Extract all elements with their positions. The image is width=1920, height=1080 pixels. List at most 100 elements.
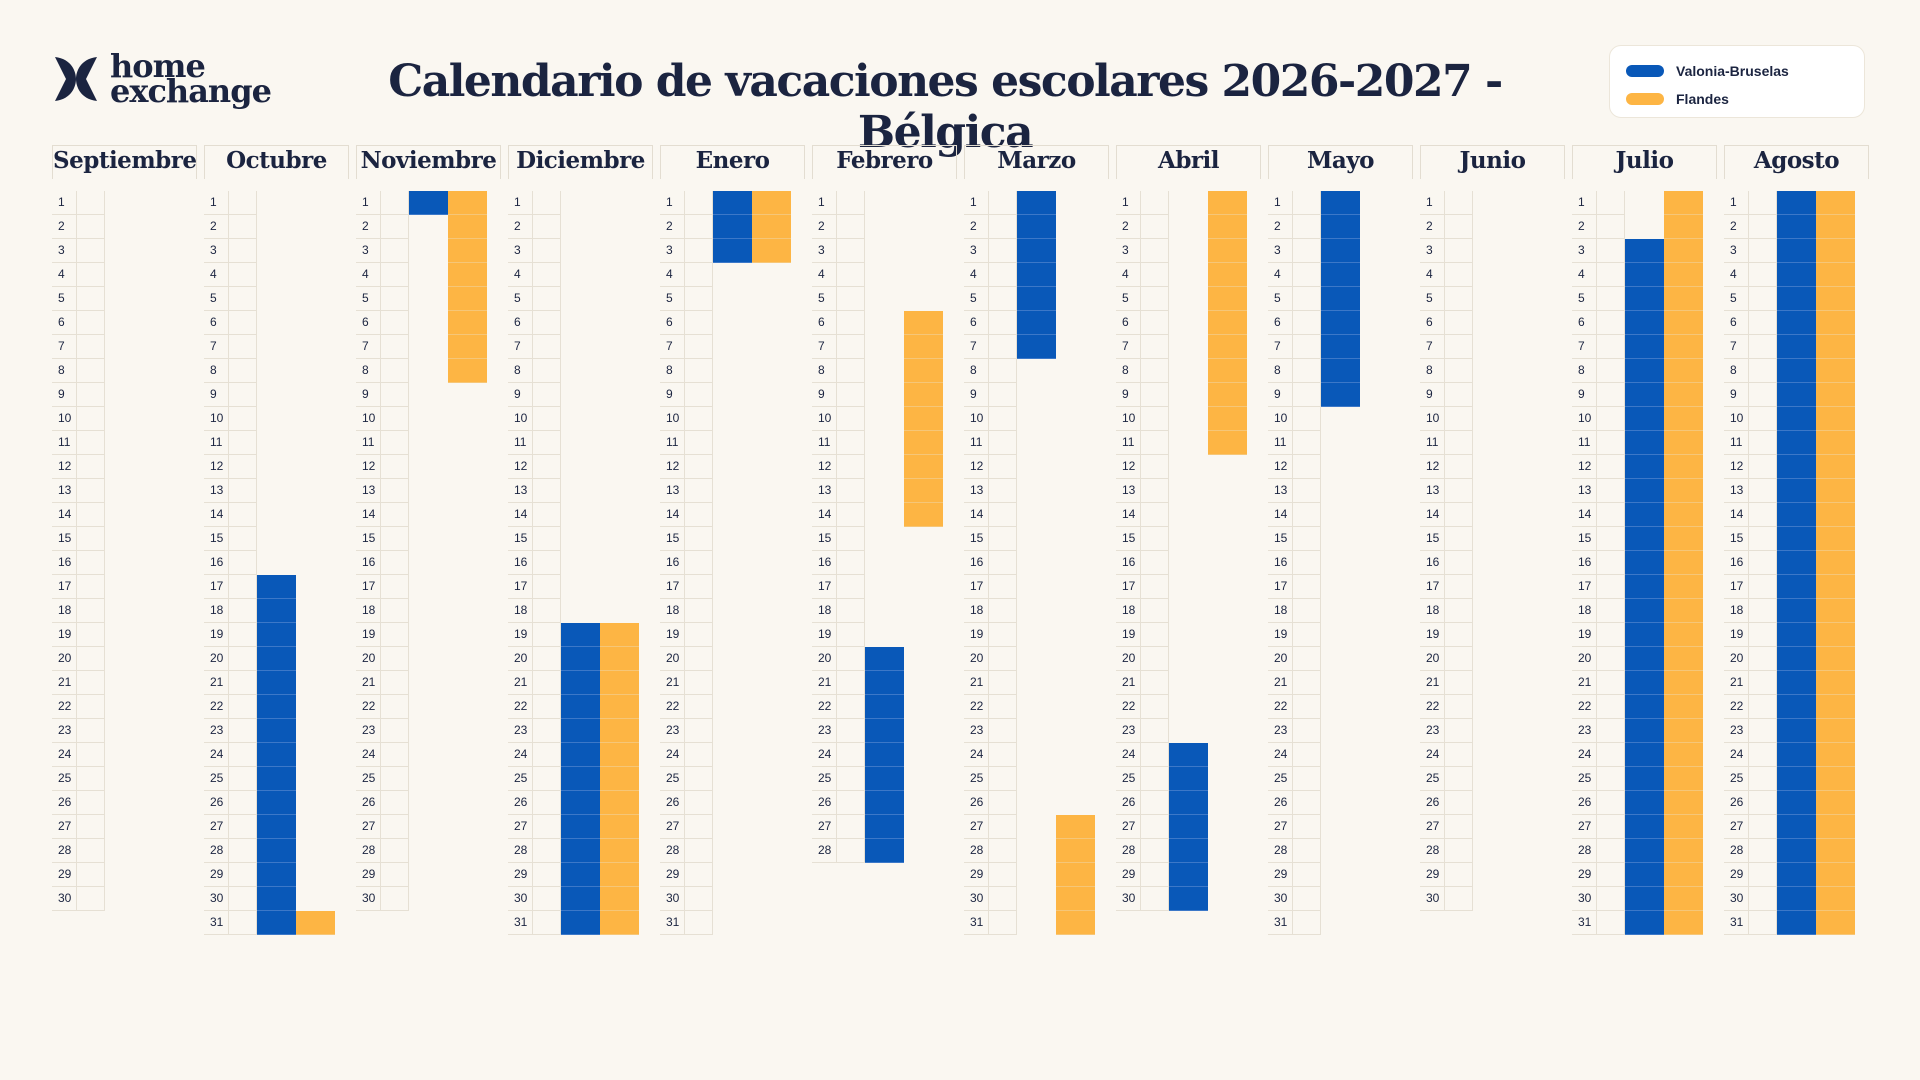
day-row: 30: [1572, 887, 1717, 911]
day-number: 26: [1572, 791, 1596, 815]
day-cell: [1292, 263, 1321, 287]
day-cell: [532, 839, 561, 863]
day-cell: [836, 287, 865, 311]
day-number: 31: [1268, 911, 1292, 935]
day-number: 17: [52, 575, 76, 599]
month-header: Septiembre: [52, 145, 197, 179]
day-cell: [380, 671, 409, 695]
day-row: 23: [1724, 719, 1869, 743]
day-cell: [988, 791, 1017, 815]
day-row: 18: [812, 599, 957, 623]
holiday-cell-wallonia: [1777, 431, 1816, 455]
day-cell: [228, 719, 257, 743]
day-cell: [532, 599, 561, 623]
day-row: 12: [812, 455, 957, 479]
day-number: 25: [964, 767, 988, 791]
day-row: 28: [964, 839, 1109, 863]
day-cell: [836, 191, 865, 215]
day-cell: [380, 455, 409, 479]
day-number: 5: [356, 287, 380, 311]
day-number: 6: [508, 311, 532, 335]
day-cell: [1292, 695, 1321, 719]
day-row: 21: [660, 671, 805, 695]
day-cell: [836, 599, 865, 623]
day-number: 28: [1268, 839, 1292, 863]
day-cell: [532, 695, 561, 719]
day-cell: [1748, 743, 1777, 767]
day-number: 1: [660, 191, 684, 215]
day-number: 26: [1420, 791, 1444, 815]
day-number: 4: [660, 263, 684, 287]
day-row: 27: [356, 815, 501, 839]
day-row: 24: [52, 743, 197, 767]
day-row: 11: [1420, 431, 1565, 455]
day-cell: [76, 743, 105, 767]
holiday-cell-flanders: [1816, 743, 1855, 767]
holiday-cell-wallonia: [1625, 335, 1664, 359]
day-number: 27: [812, 815, 836, 839]
day-row: 14: [1572, 503, 1717, 527]
day-number: 2: [356, 215, 380, 239]
day-number: 15: [1420, 527, 1444, 551]
day-cell: [380, 815, 409, 839]
holiday-cell-wallonia: [1777, 671, 1816, 695]
day-number: 27: [1116, 815, 1140, 839]
holiday-cell-flanders: [904, 407, 943, 431]
day-cell: [1596, 455, 1625, 479]
holiday-cell-flanders: [1816, 191, 1855, 215]
day-number: 8: [204, 359, 228, 383]
day-number: 10: [1724, 407, 1748, 431]
day-row: 2: [1116, 215, 1261, 239]
holiday-cell-flanders: [600, 671, 639, 695]
day-cell: [228, 695, 257, 719]
day-cell: [836, 407, 865, 431]
day-row: 14: [204, 503, 349, 527]
day-number: 3: [660, 239, 684, 263]
day-cell: [76, 839, 105, 863]
day-row: 4: [1724, 263, 1869, 287]
day-row: 11: [52, 431, 197, 455]
day-number: 8: [1116, 359, 1140, 383]
day-row: 15: [964, 527, 1109, 551]
day-number: 7: [660, 335, 684, 359]
holiday-cell-flanders: [1816, 527, 1855, 551]
holiday-cell-flanders: [600, 623, 639, 647]
day-number: 28: [660, 839, 684, 863]
day-row: 2: [52, 215, 197, 239]
day-number: 4: [1572, 263, 1596, 287]
day-number: 10: [52, 407, 76, 431]
holiday-cell-flanders: [904, 359, 943, 383]
holiday-cell-wallonia: [257, 815, 296, 839]
day-number: 2: [964, 215, 988, 239]
day-cell: [988, 287, 1017, 311]
day-number: 27: [356, 815, 380, 839]
day-number: 14: [1572, 503, 1596, 527]
day-number: 5: [1116, 287, 1140, 311]
day-row: 12: [1420, 455, 1565, 479]
day-row: 17: [52, 575, 197, 599]
holiday-cell-wallonia: [1625, 719, 1664, 743]
day-row: 2: [204, 215, 349, 239]
holiday-cell-wallonia: [1625, 527, 1664, 551]
holiday-cell-flanders: [1816, 719, 1855, 743]
day-cell: [988, 623, 1017, 647]
holiday-cell-wallonia: [1017, 335, 1056, 359]
day-row: 3: [52, 239, 197, 263]
day-row: 2: [508, 215, 653, 239]
day-cell: [836, 527, 865, 551]
day-number: 6: [356, 311, 380, 335]
day-cell: [1444, 767, 1473, 791]
holiday-cell-flanders: [1208, 407, 1247, 431]
day-number: 6: [660, 311, 684, 335]
day-number: 1: [1268, 191, 1292, 215]
day-number: 26: [356, 791, 380, 815]
day-number: 18: [812, 599, 836, 623]
day-number: 28: [508, 839, 532, 863]
day-number: 19: [812, 623, 836, 647]
day-number: 18: [1724, 599, 1748, 623]
holiday-cell-flanders: [1816, 551, 1855, 575]
day-number: 6: [964, 311, 988, 335]
day-row: 30: [660, 887, 805, 911]
day-cell: [380, 407, 409, 431]
holiday-cell-flanders: [1664, 335, 1703, 359]
